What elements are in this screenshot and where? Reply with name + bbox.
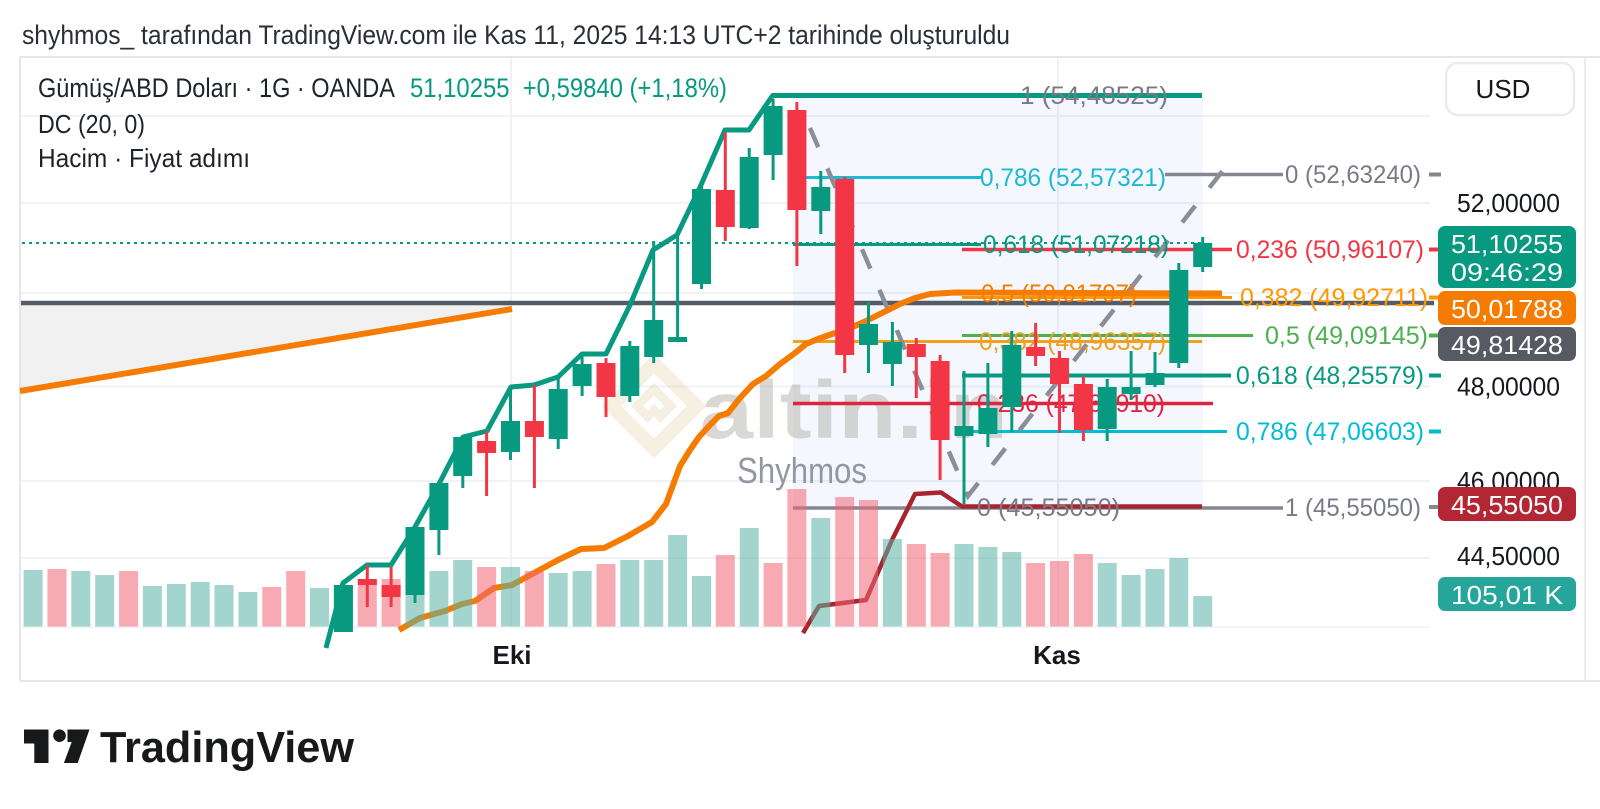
svg-text:44,50000: 44,50000 — [1457, 541, 1560, 571]
svg-text:0,786 (47,06603): 0,786 (47,06603) — [1236, 418, 1424, 446]
svg-text:0,236 (50,96107): 0,236 (50,96107) — [1236, 236, 1424, 264]
svg-text:Gümüş/ABD Doları · 1G · OANDA: Gümüş/ABD Doları · 1G · OANDA — [38, 73, 395, 103]
svg-text:altin.in: altin.in — [700, 365, 1008, 456]
svg-text:0,5 (49,09145): 0,5 (49,09145) — [1265, 322, 1428, 350]
svg-text:Hacim · Fiyat adımı: Hacim · Fiyat adımı — [38, 143, 250, 173]
svg-text:1 (45,55050): 1 (45,55050) — [1285, 494, 1421, 522]
svg-text:0,5 (50,01797): 0,5 (50,01797) — [981, 280, 1137, 308]
svg-text:105,01 K: 105,01 K — [1451, 580, 1564, 610]
svg-text:0,382 (49,92711): 0,382 (49,92711) — [1240, 284, 1428, 312]
svg-text:0,618 (51,07218): 0,618 (51,07218) — [983, 231, 1169, 259]
svg-text:shyhmos_ tarafından TradingVie: shyhmos_ tarafından TradingView.com ile … — [22, 20, 1010, 50]
svg-text:Shyhmos: Shyhmos — [737, 450, 867, 491]
svg-text:48,00000: 48,00000 — [1457, 372, 1560, 402]
svg-text:50,01788: 50,01788 — [1451, 294, 1563, 324]
svg-text:TradingView: TradingView — [100, 723, 355, 772]
svg-text:52,00000: 52,00000 — [1457, 188, 1560, 218]
svg-text:Kas: Kas — [1033, 640, 1081, 670]
svg-text:USD: USD — [1476, 74, 1531, 104]
svg-text:Eki: Eki — [492, 640, 531, 670]
svg-text:45,55050: 45,55050 — [1451, 490, 1563, 520]
svg-text:0 (45,55050): 0 (45,55050) — [977, 494, 1120, 522]
svg-text:49,81428: 49,81428 — [1451, 330, 1563, 360]
svg-text:0,786 (52,57321): 0,786 (52,57321) — [980, 164, 1166, 192]
svg-text:1 (54,48525): 1 (54,48525) — [1020, 82, 1168, 110]
svg-text:51,10255 +0,59840 (+1,18%): 51,10255 +0,59840 (+1,18%) — [410, 73, 727, 103]
svg-text:51,10255: 51,10255 — [1451, 229, 1563, 259]
svg-text:0 (52,63240): 0 (52,63240) — [1285, 161, 1421, 189]
svg-text:09:46:29: 09:46:29 — [1451, 259, 1563, 287]
svg-text:0,618 (48,25579): 0,618 (48,25579) — [1236, 362, 1424, 390]
svg-text:DC (20, 0): DC (20, 0) — [38, 109, 145, 139]
